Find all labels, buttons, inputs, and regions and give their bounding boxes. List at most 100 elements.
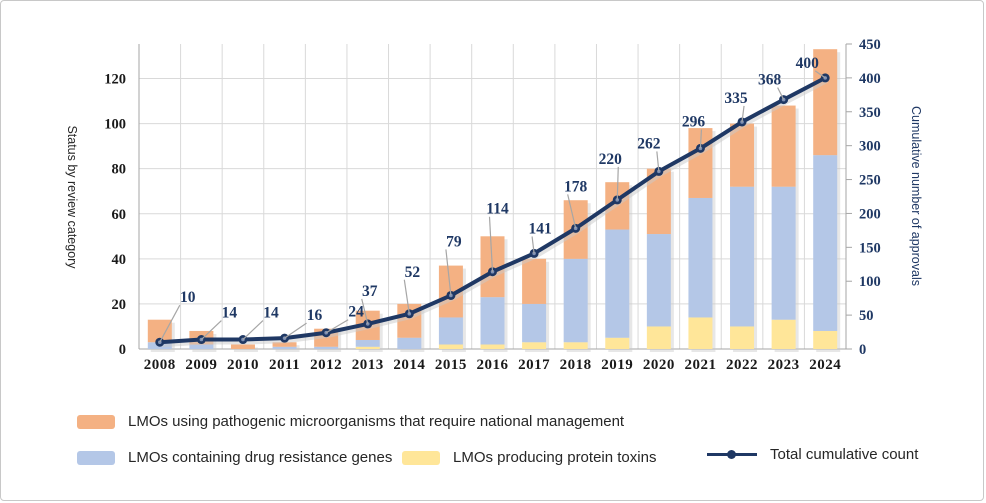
cumulative-data-label: 400 (796, 55, 820, 72)
bar-segment-2011-s1 (272, 346, 297, 349)
bar-segment-2019-s2 (605, 337, 630, 349)
legend-swatch-pathogenic-icon (77, 414, 115, 429)
x-axis-tick-label: 2019 (601, 357, 633, 373)
bar-segment-2023-s1 (771, 186, 796, 320)
x-axis-tick-label: 2008 (144, 357, 176, 373)
right-axis-tick-label: 350 (859, 105, 881, 121)
bar-segment-2013-s2 (355, 346, 380, 349)
left-axis-tick-label: 40 (112, 252, 127, 268)
cumulative-data-label: 10 (180, 289, 196, 306)
bar-segment-2022-s2 (730, 326, 755, 349)
bar-segment-2015-s2 (438, 344, 463, 349)
right-axis-tick-label: 250 (859, 173, 881, 189)
bar-segment-2022-s1 (730, 186, 755, 327)
cumulative-data-label: 37 (362, 283, 378, 300)
cumulative-data-label: 296 (682, 113, 706, 130)
right-axis-tick-label: 50 (859, 308, 874, 324)
data-label-leader (200, 320, 222, 340)
x-axis-tick-label: 2014 (393, 357, 425, 373)
cumulative-data-label: 114 (486, 201, 509, 218)
data-label-leader (777, 87, 785, 100)
x-axis-tick-label: 2022 (726, 357, 758, 373)
right-axis-tick-label: 200 (859, 206, 881, 222)
right-axis-tick-label: 450 (859, 37, 881, 53)
left-axis-tick-label: 20 (112, 297, 127, 313)
bar-segment-2016-s2 (480, 344, 505, 349)
left-axis-tick-label: 60 (112, 207, 127, 223)
data-label-leader (567, 194, 577, 229)
bar-segment-2024-s0 (813, 49, 838, 156)
bar-segment-2017-s2 (522, 342, 547, 349)
bar-segment-2011-s0 (272, 342, 297, 347)
legend-label-protein-toxins: LMOs producing protein toxins (453, 449, 657, 466)
data-label-leader (445, 249, 452, 296)
data-label-leader (699, 129, 703, 149)
left-axis-title: Status by review category (65, 125, 79, 269)
x-axis-tick-label: 2015 (435, 357, 467, 373)
bar-segment-2018-s1 (563, 258, 588, 343)
bar-segment-2020-s1 (646, 234, 671, 327)
data-label-leader (403, 279, 410, 314)
bar-segment-2019-s1 (605, 229, 630, 338)
legend-item-pathogenic: LMOs using pathogenic microorganisms tha… (77, 413, 624, 430)
legend-item-protein-toxins: LMOs producing protein toxins (402, 449, 656, 466)
legend-label-pathogenic: LMOs using pathogenic microorganisms tha… (128, 413, 625, 430)
bar-segment-2017-s0 (522, 258, 547, 304)
x-axis-tick-label: 2013 (352, 357, 384, 373)
left-axis-tick-label: 0 (119, 342, 126, 358)
bar-segment-2021-s2 (688, 317, 713, 349)
right-axis-tick-label: 100 (859, 274, 881, 290)
legend-item-drug-resistance: LMOs containing drug resistance genes (77, 449, 392, 466)
bar-segment-2020-s2 (646, 326, 671, 349)
cumulative-data-label: 14 (263, 305, 279, 322)
bar-segment-2009-s1 (189, 344, 214, 349)
bar-segment-2023-s2 (771, 319, 796, 349)
data-label-leader (284, 322, 307, 339)
legend-item-cumulative: Total cumulative count (707, 446, 918, 463)
bar-segment-2012-s1 (314, 346, 339, 349)
x-axis-tick-label: 2009 (185, 357, 217, 373)
data-label-leader (656, 151, 660, 172)
legend-swatch-drug-resistance-icon (77, 450, 115, 465)
bar-segment-2016-s1 (480, 297, 505, 345)
bar-segment-2024-s2 (813, 330, 838, 349)
cumulative-data-label: 178 (564, 178, 588, 195)
right-axis-tick-label: 300 (859, 139, 881, 155)
bar-segment-2022-s0 (730, 123, 755, 187)
right-axis-tick-label: 0 (859, 342, 866, 358)
line-marker-center (407, 311, 412, 316)
bar-segment-2013-s1 (355, 339, 380, 347)
legend-label-drug-resistance: LMOs containing drug resistance genes (128, 449, 393, 466)
data-label-leader (531, 236, 535, 254)
cumulative-data-label: 24 (348, 304, 364, 321)
x-axis-tick-label: 2011 (269, 357, 300, 373)
cumulative-data-label: 335 (724, 90, 748, 107)
left-axis-tick-label: 120 (104, 72, 126, 88)
cumulative-data-label: 14 (222, 305, 238, 322)
cumulative-data-label: 368 (758, 72, 782, 89)
left-axis-tick-label: 100 (104, 117, 126, 133)
right-axis-tick-label: 400 (859, 71, 881, 87)
bar-segment-2014-s1 (397, 337, 422, 349)
x-axis-tick-label: 2017 (518, 357, 550, 373)
bar-segment-2021-s1 (688, 197, 713, 318)
cumulative-data-label: 79 (446, 233, 462, 250)
bar-shadow (233, 347, 258, 352)
data-label-leader (814, 70, 826, 79)
bar-segment-2010-s0 (230, 344, 255, 349)
x-axis-tick-label: 2018 (560, 357, 592, 373)
cumulative-data-label: 16 (307, 307, 323, 324)
x-axis-tick-label: 2020 (643, 357, 675, 373)
x-axis-tick-label: 2012 (310, 357, 342, 373)
data-label-leader (361, 298, 369, 325)
x-axis-tick-label: 2021 (684, 357, 716, 373)
legend-label-cumulative: Total cumulative count (770, 446, 919, 463)
bar-segment-2018-s2 (563, 342, 588, 349)
line-marker-center (449, 293, 453, 298)
data-label-leader (159, 304, 181, 343)
x-axis-tick-label: 2010 (227, 357, 259, 373)
chart-canvas: 0 20 40 60 80 100 120 0 50 100 150 200 250 300 350 400 4… (104, 37, 881, 373)
cumulative-data-label: 262 (637, 135, 661, 152)
data-label-leader (616, 166, 619, 200)
x-axis-tick-label: 2024 (809, 357, 841, 373)
